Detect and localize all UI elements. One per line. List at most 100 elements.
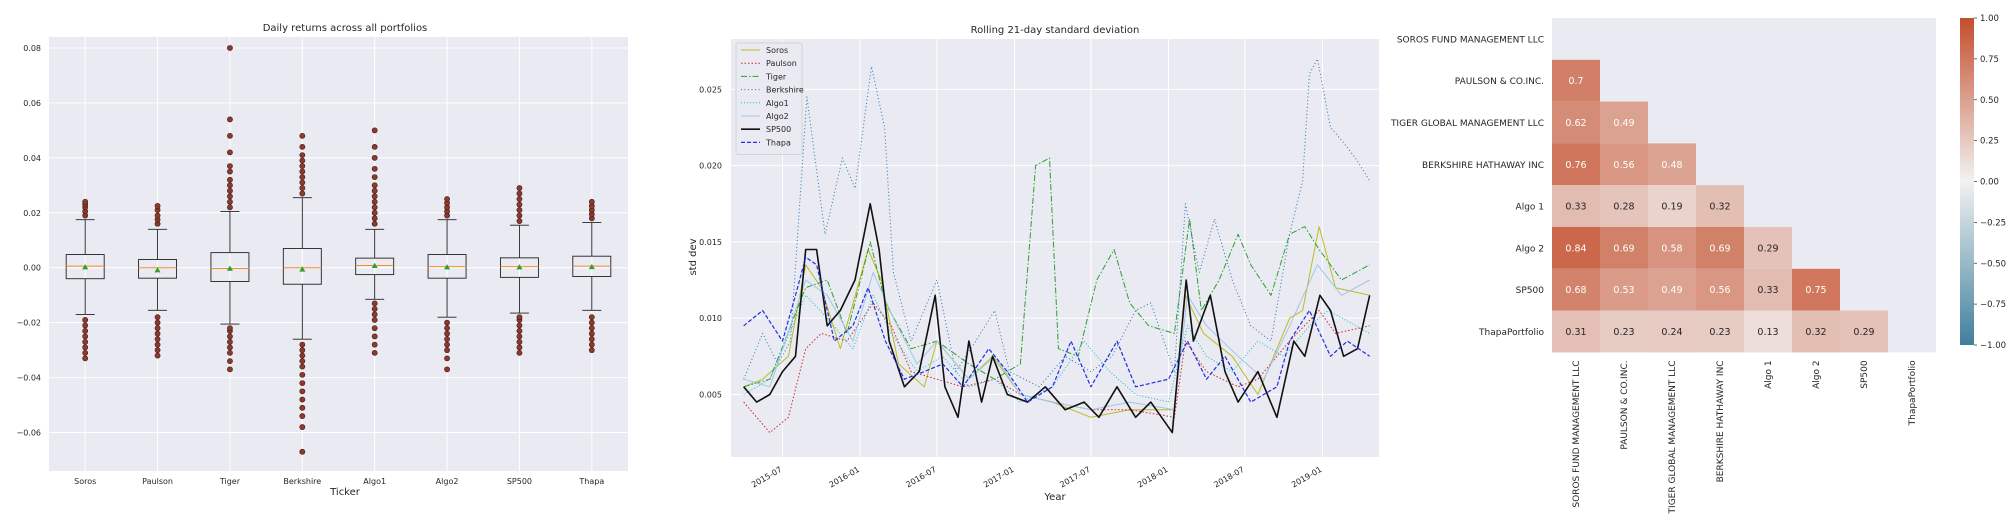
heatmap-cell-label: 0.28 bbox=[1613, 202, 1634, 213]
box-x-tick-label-thapa: Thapa bbox=[578, 477, 604, 486]
heatmap-cell-label: 0.84 bbox=[1565, 243, 1586, 254]
box-outlier-point bbox=[299, 179, 306, 186]
line-y-tick-label: 0.005 bbox=[699, 390, 722, 399]
box-outlier-point bbox=[444, 319, 450, 326]
box-outlier-point bbox=[588, 325, 595, 332]
box-outlier-point bbox=[299, 168, 306, 175]
line-series-tiger bbox=[743, 157, 1370, 388]
heatmap-row-label-algo-2: Algo 2 bbox=[1516, 244, 1544, 254]
box-outlier-point bbox=[82, 355, 89, 362]
heatmap-cell bbox=[1600, 143, 1648, 186]
box-outlier-point bbox=[516, 212, 523, 219]
colorbar-tick-label: −0.75 bbox=[1980, 300, 2006, 310]
box-series-sp500 bbox=[499, 185, 539, 356]
box-outlier-point bbox=[444, 366, 450, 373]
box-outlier-point bbox=[227, 193, 233, 200]
box-outlier-point bbox=[82, 333, 89, 340]
line-legend: Soros Paulson Tiger Berkshire Algo1 Algo2 SP50… bbox=[735, 42, 804, 155]
heatmap-cell-label: 0.48 bbox=[1661, 160, 1682, 171]
colorbar bbox=[1960, 18, 1974, 345]
box-outlier-point bbox=[371, 341, 378, 348]
line-plot-area bbox=[731, 39, 1379, 457]
box-outlier-point bbox=[299, 143, 306, 150]
box-mean-marker bbox=[299, 266, 306, 272]
box-series-paulson bbox=[138, 203, 178, 359]
box-outlier-point bbox=[227, 366, 233, 373]
box-series-algo1 bbox=[355, 127, 395, 356]
heatmap-col-label-soros-fund-management-llc: SOROS FUND MANAGEMENT LLC bbox=[1572, 360, 1582, 507]
line-series-algo1 bbox=[743, 294, 1370, 403]
box-outlier-point bbox=[227, 116, 233, 123]
box-series-thapa bbox=[572, 198, 612, 354]
box-outlier-point bbox=[154, 203, 161, 209]
heatmap-cell bbox=[1552, 143, 1600, 186]
box-outlier-point bbox=[227, 45, 233, 51]
box-y-tick-label: 0.08 bbox=[23, 44, 41, 53]
heatmap-cell-label: 0.56 bbox=[1709, 285, 1730, 296]
box-outlier-point bbox=[371, 165, 378, 172]
line-series-thapa bbox=[743, 256, 1371, 403]
box-outlier-point bbox=[588, 314, 595, 321]
heatmap-cell bbox=[1648, 185, 1696, 227]
line-chart-title: Rolling 21-day standard deviation bbox=[971, 25, 1140, 36]
heatmap-cell bbox=[1792, 310, 1840, 353]
box-outlier-point bbox=[516, 185, 523, 191]
heatmap-cell bbox=[1744, 268, 1792, 311]
box-outlier-point bbox=[299, 413, 306, 419]
heatmap-cell-label: 0.32 bbox=[1709, 202, 1730, 213]
line-chart-rolling-std: Rolling 21-day standard deviation Year s… bbox=[688, 25, 1379, 503]
heatmap-col-label-tiger-global-management-llc: TIGER GLOBAL MANAGEMENT LLC bbox=[1668, 360, 1678, 514]
heatmap-cell-label: 0.62 bbox=[1565, 118, 1586, 129]
box-outlier-point bbox=[299, 174, 306, 180]
box-outlier-point bbox=[154, 347, 161, 354]
box-outlier-point bbox=[371, 311, 378, 318]
heatmap-cell bbox=[1648, 310, 1696, 353]
box-outlier-point bbox=[82, 338, 89, 345]
box-outlier-point bbox=[154, 325, 161, 332]
box-outlier-point bbox=[371, 198, 378, 205]
heatmap-cell-label: 0.13 bbox=[1757, 327, 1778, 338]
heatmap-cell-label: 0.49 bbox=[1613, 118, 1634, 129]
box-outlier-point bbox=[371, 143, 378, 150]
box-y-tick-label: −0.06 bbox=[16, 429, 41, 438]
box-outlier-point bbox=[588, 336, 595, 343]
box-outlier-point bbox=[588, 330, 595, 337]
box-outlier-point bbox=[371, 182, 378, 189]
box-outlier-point bbox=[227, 187, 233, 194]
colorbar-tick-label: −0.25 bbox=[1980, 218, 2006, 228]
colorbar-tick-label: 1.00 bbox=[1980, 14, 1999, 24]
line-legend-label-soros: Soros bbox=[766, 46, 788, 55]
box-outlier-point bbox=[444, 325, 450, 332]
box-outlier-point bbox=[299, 347, 306, 354]
heatmap-cell-label: 0.69 bbox=[1709, 243, 1730, 254]
box-outlier-point bbox=[516, 333, 523, 340]
heatmap-cell-label: 0.33 bbox=[1565, 202, 1586, 213]
box-outlier-point bbox=[299, 163, 306, 170]
box-outlier-point bbox=[371, 333, 378, 340]
box-y-tick-label: 0.04 bbox=[23, 154, 41, 163]
colorbar-tick-label: 0.50 bbox=[1980, 96, 1999, 106]
box-outlier-point bbox=[154, 352, 161, 359]
line-legend-frame bbox=[735, 42, 803, 155]
box-mean-marker bbox=[154, 267, 161, 273]
line-series-sp500 bbox=[743, 203, 1371, 434]
box-outlier-point bbox=[516, 344, 523, 351]
heatmap-cell-label: 0.23 bbox=[1709, 327, 1730, 338]
box-outlier-point bbox=[299, 380, 306, 387]
line-y-tick-label: 0.015 bbox=[699, 238, 722, 247]
box-outlier-point bbox=[299, 404, 306, 411]
box-outlier-point bbox=[227, 198, 233, 205]
box-outlier-point bbox=[82, 317, 89, 323]
box-series-soros bbox=[65, 198, 105, 362]
heatmap-cell bbox=[1552, 227, 1600, 269]
box-series-tiger bbox=[210, 45, 250, 373]
box-outlier-point bbox=[82, 349, 89, 356]
heatmap-cell-label: 0.31 bbox=[1565, 327, 1586, 338]
heatmap-cell bbox=[1552, 101, 1600, 144]
heatmap-cell-label: 0.32 bbox=[1805, 327, 1826, 338]
box-outlier-point bbox=[371, 317, 378, 323]
box-outlier-point bbox=[299, 358, 306, 365]
line-chart-y-axis-label: std dev bbox=[688, 238, 699, 275]
box-outlier-point bbox=[371, 204, 378, 211]
box-outlier-point bbox=[371, 187, 378, 194]
